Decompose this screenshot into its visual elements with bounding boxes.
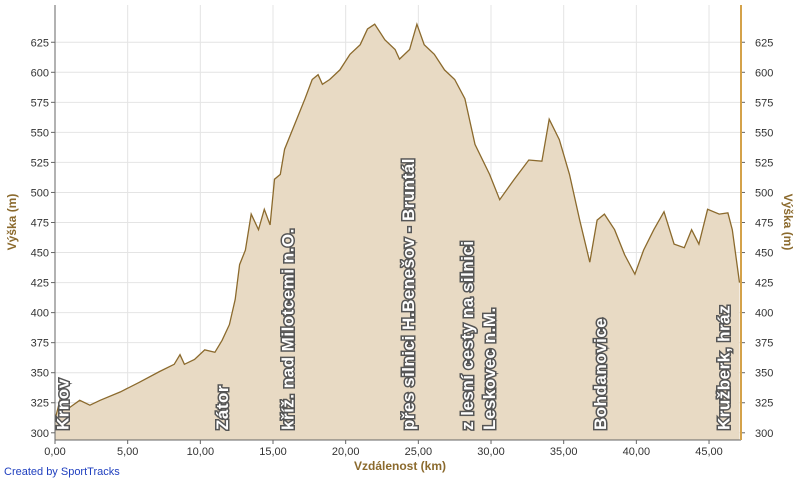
x-tick-label: 5,00	[117, 446, 138, 458]
y2-axis-title: Výška (m)	[781, 194, 795, 251]
y-tick-label: 525	[31, 157, 49, 169]
annotation: Kružberk, hráz	[715, 305, 734, 430]
y-tick-label: 575	[31, 97, 49, 109]
y-tick-label: 625	[31, 37, 49, 49]
x-tick-label: 15,00	[259, 446, 287, 458]
x-tick-label: 45,00	[695, 446, 723, 458]
y2-tick-label: 425	[755, 278, 773, 290]
y2-tick-label: 450	[755, 248, 773, 260]
y-axis-title: Výška (m)	[5, 194, 19, 251]
y-tick-label: 500	[31, 187, 49, 199]
y2-tick-label: 575	[755, 97, 773, 109]
line	[54, 22, 741, 420]
y-tick-label: 400	[31, 308, 49, 320]
y2-tick-label: 300	[755, 428, 773, 440]
y2-tick-label: 550	[755, 127, 773, 139]
x-tick-label: 35,00	[550, 446, 578, 458]
annotation: přes silnici H.Benešov - Bruntál	[399, 158, 418, 430]
y2-tick-label: 400	[755, 308, 773, 320]
y2-tick-label: 350	[755, 368, 773, 380]
y2-tick-label: 625	[755, 37, 773, 49]
y-tick-label: 300	[31, 428, 49, 440]
y-tick-label: 425	[31, 278, 49, 290]
annotation: Leskovec n.M.	[480, 307, 499, 430]
annotation: kříž. nad Milotcemi n.O.	[279, 228, 298, 430]
y2-tick-label: 525	[755, 157, 773, 169]
y-tick-label: 475	[31, 218, 49, 230]
y-tick-label: 550	[31, 127, 49, 139]
annotation: Zátor	[213, 385, 232, 430]
x-tick-label: 40,00	[623, 446, 651, 458]
y-tick-label: 350	[31, 368, 49, 380]
annotation: z lesní cesty na silnici	[458, 240, 477, 430]
y-tick-label: 375	[31, 338, 49, 350]
annotation: Krnov	[53, 378, 72, 430]
plot-area: 300 300 325 325 350 350 375 375 400 400 425 425 450 4…	[31, 5, 773, 458]
y-tick-label: 450	[31, 248, 49, 260]
y2-tick-label: 500	[755, 187, 773, 199]
x-tick-label: 30,00	[477, 446, 505, 458]
x-axis-title: Vzdálenost (km)	[354, 459, 446, 473]
annotation: Bohdanovice	[591, 318, 610, 430]
area	[55, 24, 740, 440]
y2-tick-label: 475	[755, 218, 773, 230]
credit: Created by SportTracks	[4, 466, 120, 478]
y2-tick-label: 375	[755, 338, 773, 350]
y-tick-label: 600	[31, 67, 49, 79]
x-tick-label: 10,00	[187, 446, 215, 458]
y-tick-label: 325	[31, 398, 49, 410]
x-tick-label: 0,00	[44, 446, 65, 458]
y2-tick-label: 600	[755, 67, 773, 79]
y2-tick-label: 325	[755, 398, 773, 410]
x-tick-label: 20,00	[332, 446, 360, 458]
x-tick-label: 25,00	[405, 446, 433, 458]
